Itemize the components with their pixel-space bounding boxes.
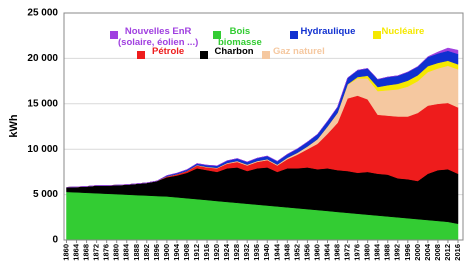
y-tick-label: 15 000 <box>27 98 58 109</box>
x-tick-label: 1864 <box>72 243 81 261</box>
x-tick-label: 1900 <box>162 244 171 261</box>
x-tick-label: 1996 <box>403 244 412 261</box>
x-tick-label: 1912 <box>192 244 201 261</box>
x-tick-label: 1860 <box>61 244 70 261</box>
x-tick-label: 1956 <box>302 244 311 261</box>
x-tick-label: 2016 <box>453 244 462 261</box>
x-tick-label: 1988 <box>383 244 392 261</box>
y-tick-label: 5 000 <box>33 189 58 200</box>
x-tick-label: 1976 <box>353 244 362 261</box>
x-tick-label: 1908 <box>182 244 191 261</box>
x-tick-label: 1916 <box>202 244 211 261</box>
x-tick-label: 1896 <box>152 244 161 261</box>
legend-label: Bois biomasse <box>218 26 262 48</box>
legend-swatch <box>373 31 381 39</box>
x-tick-label: 1892 <box>142 244 151 261</box>
y-tick-label: 25 000 <box>27 8 58 19</box>
x-tick-label: 2012 <box>443 244 452 261</box>
x-tick-label: 1936 <box>252 244 261 261</box>
x-tick-label: 1920 <box>212 244 221 261</box>
x-tick-label: 1884 <box>122 243 131 261</box>
legend-label: Nouvelles EnR (solaire, éolien ...) <box>118 26 199 48</box>
area <box>66 47 459 188</box>
x-tick-label: 1868 <box>82 244 91 261</box>
x-tick-label: 1960 <box>312 244 321 261</box>
x-tick-label: 1904 <box>172 243 181 261</box>
legend-swatch <box>213 31 221 39</box>
x-tick-label: 1932 <box>242 244 251 261</box>
legend-label: Hydraulique <box>300 26 356 37</box>
legend-swatch <box>290 31 298 39</box>
y-axis-label: kWh <box>8 114 20 138</box>
y-tick-label: 10 000 <box>27 144 58 155</box>
x-tick-label: 1876 <box>102 244 111 261</box>
legend-swatch <box>137 51 145 59</box>
legend-swatch <box>200 51 208 59</box>
legend-label: Gaz naturel <box>273 46 325 57</box>
x-tick-label: 1968 <box>333 244 342 261</box>
x-tick-label: 1940 <box>262 244 271 261</box>
x-tick-label: 1888 <box>132 244 141 261</box>
x-tick-label: 2008 <box>433 244 442 261</box>
x-tick-label: 1984 <box>373 243 382 261</box>
x-tick-label: 1992 <box>393 244 402 261</box>
legend-swatch <box>110 31 118 39</box>
plot-frame <box>63 12 464 241</box>
x-tick-label: 1980 <box>363 244 372 261</box>
x-tick-label: 1964 <box>322 243 331 261</box>
x-tick-label: 1972 <box>343 244 352 261</box>
x-tick-label: 2004 <box>423 243 432 261</box>
x-tick-label: 1944 <box>272 243 281 261</box>
legend-label: Pétrole <box>152 46 185 57</box>
x-tick-label: 1872 <box>92 244 101 261</box>
legend-label: Nucléaire <box>381 26 425 37</box>
x-tick-label: 1952 <box>292 244 301 261</box>
legend-label: Charbon <box>214 46 254 57</box>
y-tick-label: 0 <box>52 235 58 246</box>
x-tick-label: 1948 <box>282 244 291 261</box>
x-tick-label: 2000 <box>413 244 422 261</box>
x-tick-label: 1880 <box>112 244 121 261</box>
legend-swatch <box>262 51 270 59</box>
x-tick-label: 1928 <box>232 244 241 261</box>
y-tick-label: 20 000 <box>27 53 58 64</box>
x-tick-label: 1924 <box>222 243 231 261</box>
